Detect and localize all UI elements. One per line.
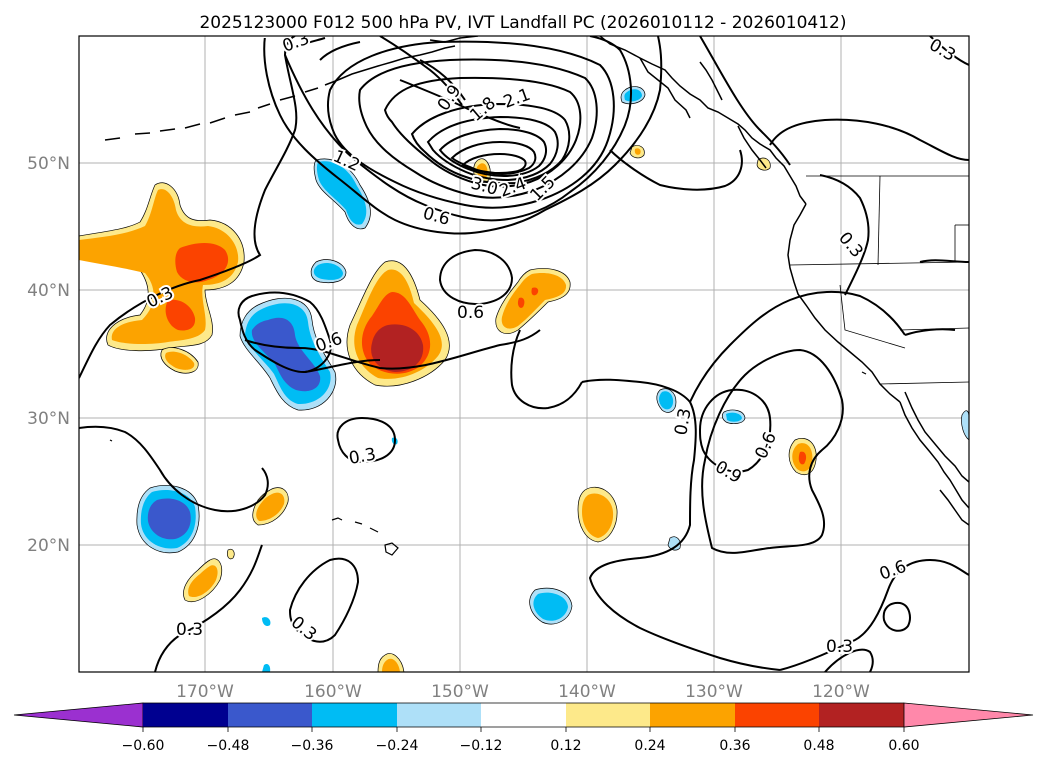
contour-label: 0.3 <box>826 637 853 657</box>
colorbar-tick: −0.60 <box>122 738 165 754</box>
lat-label: 20°N <box>27 536 70 556</box>
lon-label: 150°W <box>431 682 489 702</box>
colorbar-tick: 0.60 <box>888 738 919 754</box>
political-borders <box>789 175 969 385</box>
negative-anomaly-central <box>239 297 337 411</box>
colorbar-bin <box>397 703 481 727</box>
map-panel: 0.3 0.9 1.8 2.1 1.2 3.0 2.4 1.5 0.6 0.3 … <box>79 21 969 672</box>
lon-label: 160°W <box>304 682 362 702</box>
lon-label: 140°W <box>558 682 616 702</box>
negative-anomaly-north <box>313 158 371 230</box>
colorbar-tick: 0.12 <box>550 738 581 754</box>
colorbar-tick: −0.12 <box>460 738 503 754</box>
colorbar-bin <box>735 703 819 727</box>
lat-label: 40°N <box>27 281 70 301</box>
colorbar-tick: −0.36 <box>291 738 334 754</box>
latitude-labels: 50°N 40°N 30°N 20°N <box>27 154 70 556</box>
colorbar-bin <box>143 703 228 727</box>
coastlines <box>104 36 969 526</box>
positive-anomaly-east <box>495 268 571 334</box>
contour-label: 0.6 <box>457 303 484 323</box>
lon-label: 130°W <box>685 682 743 702</box>
colorbar-bin <box>566 703 650 727</box>
negative-anomaly-west <box>136 485 200 554</box>
longitude-labels: 170°W 160°W 150°W 140°W 130°W 120°W <box>176 682 870 702</box>
colorbar-over-arrow <box>903 702 1034 728</box>
negative-anomaly-small <box>262 86 969 672</box>
colorbar-bin <box>650 703 735 727</box>
contour-label: 0.3 <box>671 407 695 437</box>
figure-title: 2025123000 F012 500 hPa PV, IVT Landfall… <box>199 13 846 33</box>
islands <box>109 185 867 556</box>
colorbar-bin <box>819 703 904 727</box>
pv-core-contours <box>326 40 615 209</box>
colorbar-tick: 0.48 <box>803 738 834 754</box>
colorbar-tick: 0.24 <box>634 738 665 754</box>
colorbar-bin <box>312 703 397 727</box>
contour-label: 0.3 <box>250 21 277 41</box>
colorbar-tick: −0.48 <box>207 738 250 754</box>
positive-anomaly-small <box>183 145 817 672</box>
lat-label: 30°N <box>27 409 70 429</box>
shading-layer <box>79 86 969 672</box>
contour-label: 0.3 <box>176 620 203 640</box>
lon-label: 120°W <box>812 682 870 702</box>
positive-anomaly-central <box>346 260 450 387</box>
colorbar-under-arrow <box>13 702 144 728</box>
pv-contours <box>79 36 969 672</box>
colorbar-bin <box>228 703 312 727</box>
colorbar: −0.60 −0.48 −0.36 −0.24 −0.12 0.12 0.24 … <box>13 702 1034 754</box>
positive-anomaly-west <box>79 182 245 374</box>
map-frame <box>78 35 970 673</box>
colorbar-tick: 0.36 <box>719 738 750 754</box>
colorbar-bin <box>481 703 566 727</box>
lat-label: 50°N <box>27 154 70 174</box>
colorbar-tick-labels: −0.60 −0.48 −0.36 −0.24 −0.12 0.12 0.24 … <box>122 738 920 754</box>
colorbar-tick: −0.24 <box>376 738 419 754</box>
lon-label: 170°W <box>176 682 234 702</box>
